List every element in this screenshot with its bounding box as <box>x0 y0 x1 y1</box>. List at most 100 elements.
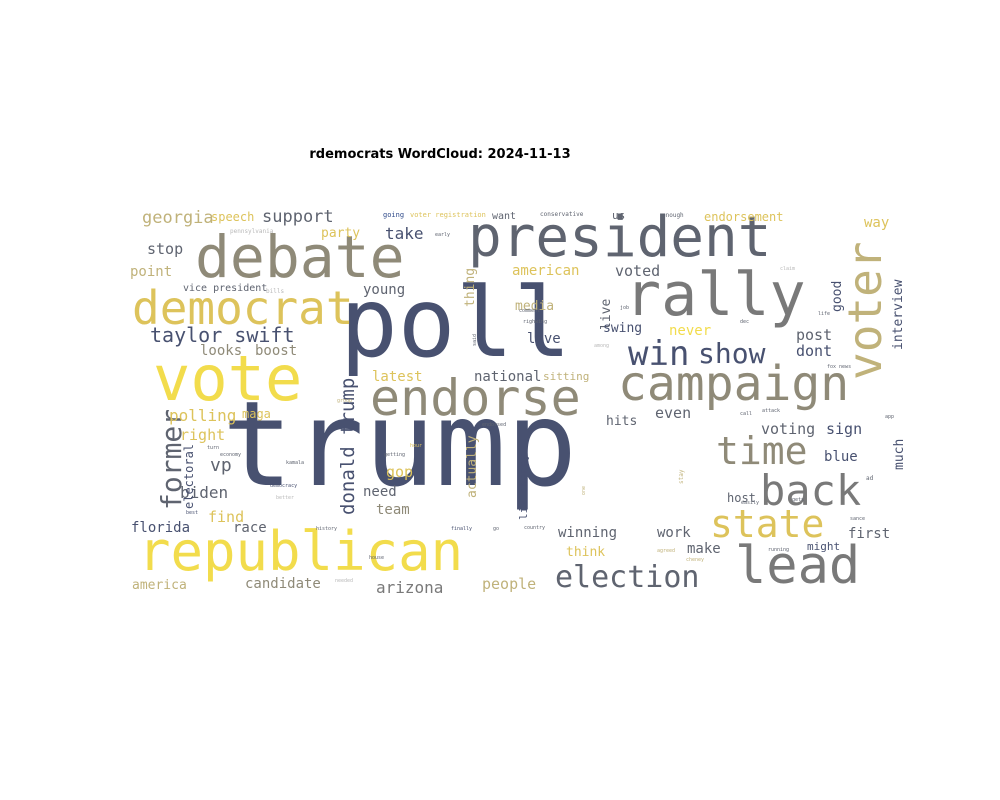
word-finally: finally <box>451 526 473 532</box>
word-country: country <box>524 525 546 531</box>
word-host: host <box>727 491 756 505</box>
word-former: former <box>155 408 188 510</box>
word-righwing: righwing <box>523 319 548 325</box>
word-go: go <box>493 526 500 532</box>
word-swing: swing <box>603 321 643 336</box>
word-actually: actually <box>465 435 480 498</box>
word-hits: hits <box>606 414 638 429</box>
word-cheney: cheney <box>686 557 705 563</box>
word-endorse: endorse <box>370 369 581 427</box>
word-blue: blue <box>824 449 858 465</box>
word-national: national <box>474 369 542 385</box>
word-first: first <box>848 526 891 542</box>
word-looks: looks <box>200 343 243 359</box>
word-time: time <box>716 429 808 473</box>
word-right: right <box>180 426 226 444</box>
word-need: need <box>363 484 397 500</box>
word-show: show <box>698 337 766 370</box>
word-voter-registration: voter registration <box>410 211 486 219</box>
word-state: state <box>710 502 825 546</box>
word-latest: latest <box>372 369 423 385</box>
word-post: post <box>796 326 833 344</box>
word-america: america <box>132 578 187 593</box>
word-never: never <box>669 323 712 339</box>
word-georgia: georgia <box>142 208 214 228</box>
word-voter: voter <box>838 241 892 380</box>
word-going: going <box>383 211 405 219</box>
word-vice-president: vice president <box>183 283 268 294</box>
word-hour: hour <box>410 443 423 449</box>
word-race: race <box>233 520 267 536</box>
word-take: take <box>385 224 424 243</box>
word-way: way <box>864 215 890 231</box>
word-dec: dec <box>740 319 750 325</box>
word-among: among <box>594 343 610 349</box>
word-attack: attack <box>762 408 781 414</box>
word-job: job <box>620 305 630 311</box>
word-life: life <box>818 311 831 317</box>
word-enough: enough <box>662 212 684 219</box>
word-group: group <box>337 398 353 404</box>
word-bills: bills <box>266 288 285 295</box>
word-democrat: democrat <box>132 281 354 335</box>
word-turn: turn <box>207 445 220 451</box>
word-much: much <box>892 438 907 470</box>
word-getting: getting <box>384 452 406 458</box>
word-florida: florida <box>131 520 191 536</box>
word-call: call <box>740 411 753 417</box>
word-love: love <box>527 331 561 347</box>
word-interview: interview <box>891 279 906 350</box>
word-might: might <box>807 540 841 553</box>
word-live: live <box>599 298 614 330</box>
word-electoral: electoral <box>182 443 196 509</box>
word-gop: gop <box>386 463 414 481</box>
word-want: want <box>492 211 517 222</box>
word-debate: debate <box>195 223 405 291</box>
word-trump: trump <box>222 375 578 513</box>
word-american: american <box>512 263 580 279</box>
word-vote: vote <box>153 342 303 415</box>
word-fox-news: fox news <box>827 364 852 370</box>
word-speech: speech <box>211 210 255 224</box>
word-sitting: sitting <box>543 370 590 383</box>
word-support: support <box>262 207 334 227</box>
word-young: young <box>363 282 406 298</box>
word-maga: maga <box>242 407 271 421</box>
word-donald-trump: donald trump <box>337 377 359 515</box>
word-poll: poll <box>340 267 572 379</box>
word-good: good <box>830 280 845 312</box>
word-find: find <box>208 508 245 526</box>
word-stay: stay <box>678 469 685 484</box>
word-easily: easily <box>741 500 760 506</box>
word-economy: economy <box>220 452 242 458</box>
word-pennsylvania: pennsylvania <box>230 228 274 235</box>
word-lead: lead <box>735 536 861 596</box>
word-taylor-swift: taylor swift <box>150 323 295 347</box>
word-voting: voting <box>761 420 816 438</box>
word-democracy: democracy <box>270 483 298 489</box>
word-gets: gets <box>792 497 805 503</box>
word-vp: vp <box>210 455 232 476</box>
word-team: team <box>376 502 410 518</box>
word-winning: winning <box>558 525 618 541</box>
word-one: one <box>581 485 587 495</box>
word-arizona: arizona <box>376 578 444 597</box>
word-thing: thing <box>463 267 478 307</box>
word-make: make <box>687 541 721 557</box>
word-agreed: agreed <box>657 548 676 554</box>
word-think: think <box>566 545 606 560</box>
word-liz-cheney: liz cheney <box>517 453 530 520</box>
word-said: said <box>472 333 478 346</box>
word-better: better <box>276 495 295 501</box>
word-stop: stop <box>147 240 184 258</box>
word-rally: rally <box>625 260 806 330</box>
word-us: us <box>612 209 626 222</box>
word-party: party <box>321 226 361 241</box>
word-best: best <box>186 510 199 516</box>
word-campaign: campaign <box>618 356 850 412</box>
word-claim: claim <box>780 266 796 272</box>
word-endorsement: endorsement <box>704 210 784 224</box>
word-president: president <box>468 205 772 270</box>
word-history: history <box>316 526 338 532</box>
